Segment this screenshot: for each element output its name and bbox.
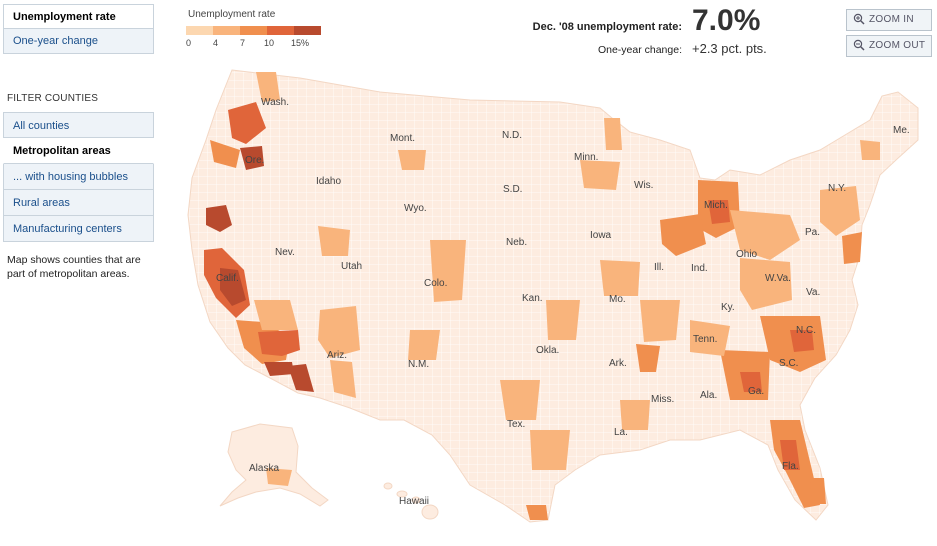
filter-rural-areas[interactable]: Rural areas: [3, 190, 154, 216]
filter-manufacturing-centers[interactable]: Manufacturing centers: [3, 216, 154, 242]
state-label: La.: [614, 427, 628, 438]
state-label: Tenn.: [693, 334, 717, 345]
state-label: Alaska: [249, 463, 279, 474]
state-label: Me.: [893, 125, 910, 136]
state-label: S.D.: [503, 184, 522, 195]
filter-metropolitan-areas[interactable]: Metropolitan areas: [3, 138, 154, 164]
legend-tick: 7: [240, 38, 246, 48]
state-label: Ind.: [691, 263, 708, 274]
alaska-shape: [219, 423, 329, 507]
state-label: Ark.: [609, 358, 627, 369]
state-label: Okla.: [536, 345, 559, 356]
legend-swatch: [213, 26, 240, 35]
state-label: N.C.: [796, 325, 816, 336]
state-label: Fla.: [782, 461, 799, 472]
state-label: Calif.: [216, 273, 239, 284]
state-label: Ore.: [245, 155, 264, 166]
color-legend: Unemployment rate 0 4 7 10 15%: [186, 9, 321, 50]
filter-housing-bubbles[interactable]: ... with housing bubbles: [3, 164, 154, 190]
rate-value: 7.0%: [692, 4, 761, 37]
state-labels: Wash. Ore. Idaho Mont. Wyo. Nev. Calif. …: [216, 97, 910, 507]
filter-heading: FILTER COUNTIES: [7, 93, 99, 104]
state-label: Ky.: [721, 302, 735, 313]
state-label: Mo.: [609, 294, 626, 305]
state-label: Ala.: [700, 390, 717, 401]
state-label: W.Va.: [765, 273, 791, 284]
zoom-out-button[interactable]: ZOOM OUT: [846, 35, 932, 57]
state-label: Neb.: [506, 237, 527, 248]
county-shading: [204, 72, 880, 520]
zoom-in-icon: [853, 13, 865, 25]
change-label: One-year change:: [597, 44, 682, 56]
state-label: Iowa: [590, 230, 612, 241]
legend-tick: 15%: [291, 38, 310, 48]
state-label: Miss.: [651, 394, 674, 405]
state-label: N.M.: [408, 359, 429, 370]
state-label: Tex.: [507, 419, 525, 430]
zoom-in-button[interactable]: ZOOM IN: [846, 9, 932, 31]
legend-tick: 0: [186, 38, 192, 48]
legend-swatch: [267, 26, 294, 35]
state-label: Hawaii: [399, 496, 429, 507]
filter-note: Map shows counties that are part of metr…: [7, 254, 141, 280]
tab-one-year-change[interactable]: One-year change: [3, 29, 154, 54]
state-label: Nev.: [275, 247, 295, 258]
state-label: Ohio: [736, 249, 758, 260]
zoom-out-label: ZOOM OUT: [869, 40, 926, 51]
state-label: N.Y.: [828, 183, 846, 194]
rate-label: Dec. '08 unemployment rate:: [532, 21, 682, 33]
state-label: Wyo.: [404, 203, 427, 214]
zoom-out-icon: [853, 39, 865, 51]
legend-title: Unemployment rate: [188, 9, 276, 20]
view-tabs: Unemployment rate One-year change: [3, 4, 154, 54]
state-label: Ariz.: [327, 350, 347, 361]
filter-all-counties[interactable]: All counties: [3, 112, 154, 138]
legend-color-bar: [186, 26, 321, 35]
state-label: Mont.: [390, 133, 415, 144]
state-label: Idaho: [316, 176, 341, 187]
zoom-in-label: ZOOM IN: [869, 14, 914, 25]
state-label: Utah: [341, 261, 362, 272]
state-label: Mich.: [704, 200, 728, 211]
hawaii-shape: [383, 482, 439, 520]
legend-tick: 10: [264, 38, 275, 48]
legend-ticks: 0 4 7 10 15%: [186, 38, 321, 50]
legend-tick: 4: [213, 38, 219, 48]
state-label: Wash.: [261, 97, 289, 108]
state-label: Va.: [806, 287, 820, 298]
legend-swatch: [240, 26, 267, 35]
state-label: Pa.: [805, 227, 820, 238]
change-value: +2.3 pct. pts.: [692, 41, 767, 56]
tab-unemployment-rate[interactable]: Unemployment rate: [3, 4, 154, 29]
state-label: Minn.: [574, 152, 598, 163]
legend-swatch: [294, 26, 321, 35]
legend-swatch: [186, 26, 213, 35]
state-label: Kan.: [522, 293, 543, 304]
state-label: Colo.: [424, 278, 447, 289]
state-label: Ill.: [654, 262, 664, 273]
state-label: N.D.: [502, 130, 522, 141]
state-label: Wis.: [634, 180, 653, 191]
filter-list: All counties Metropolitan areas ... with…: [3, 112, 154, 242]
state-label: Ga.: [748, 386, 764, 397]
state-label: S.C.: [779, 358, 798, 369]
